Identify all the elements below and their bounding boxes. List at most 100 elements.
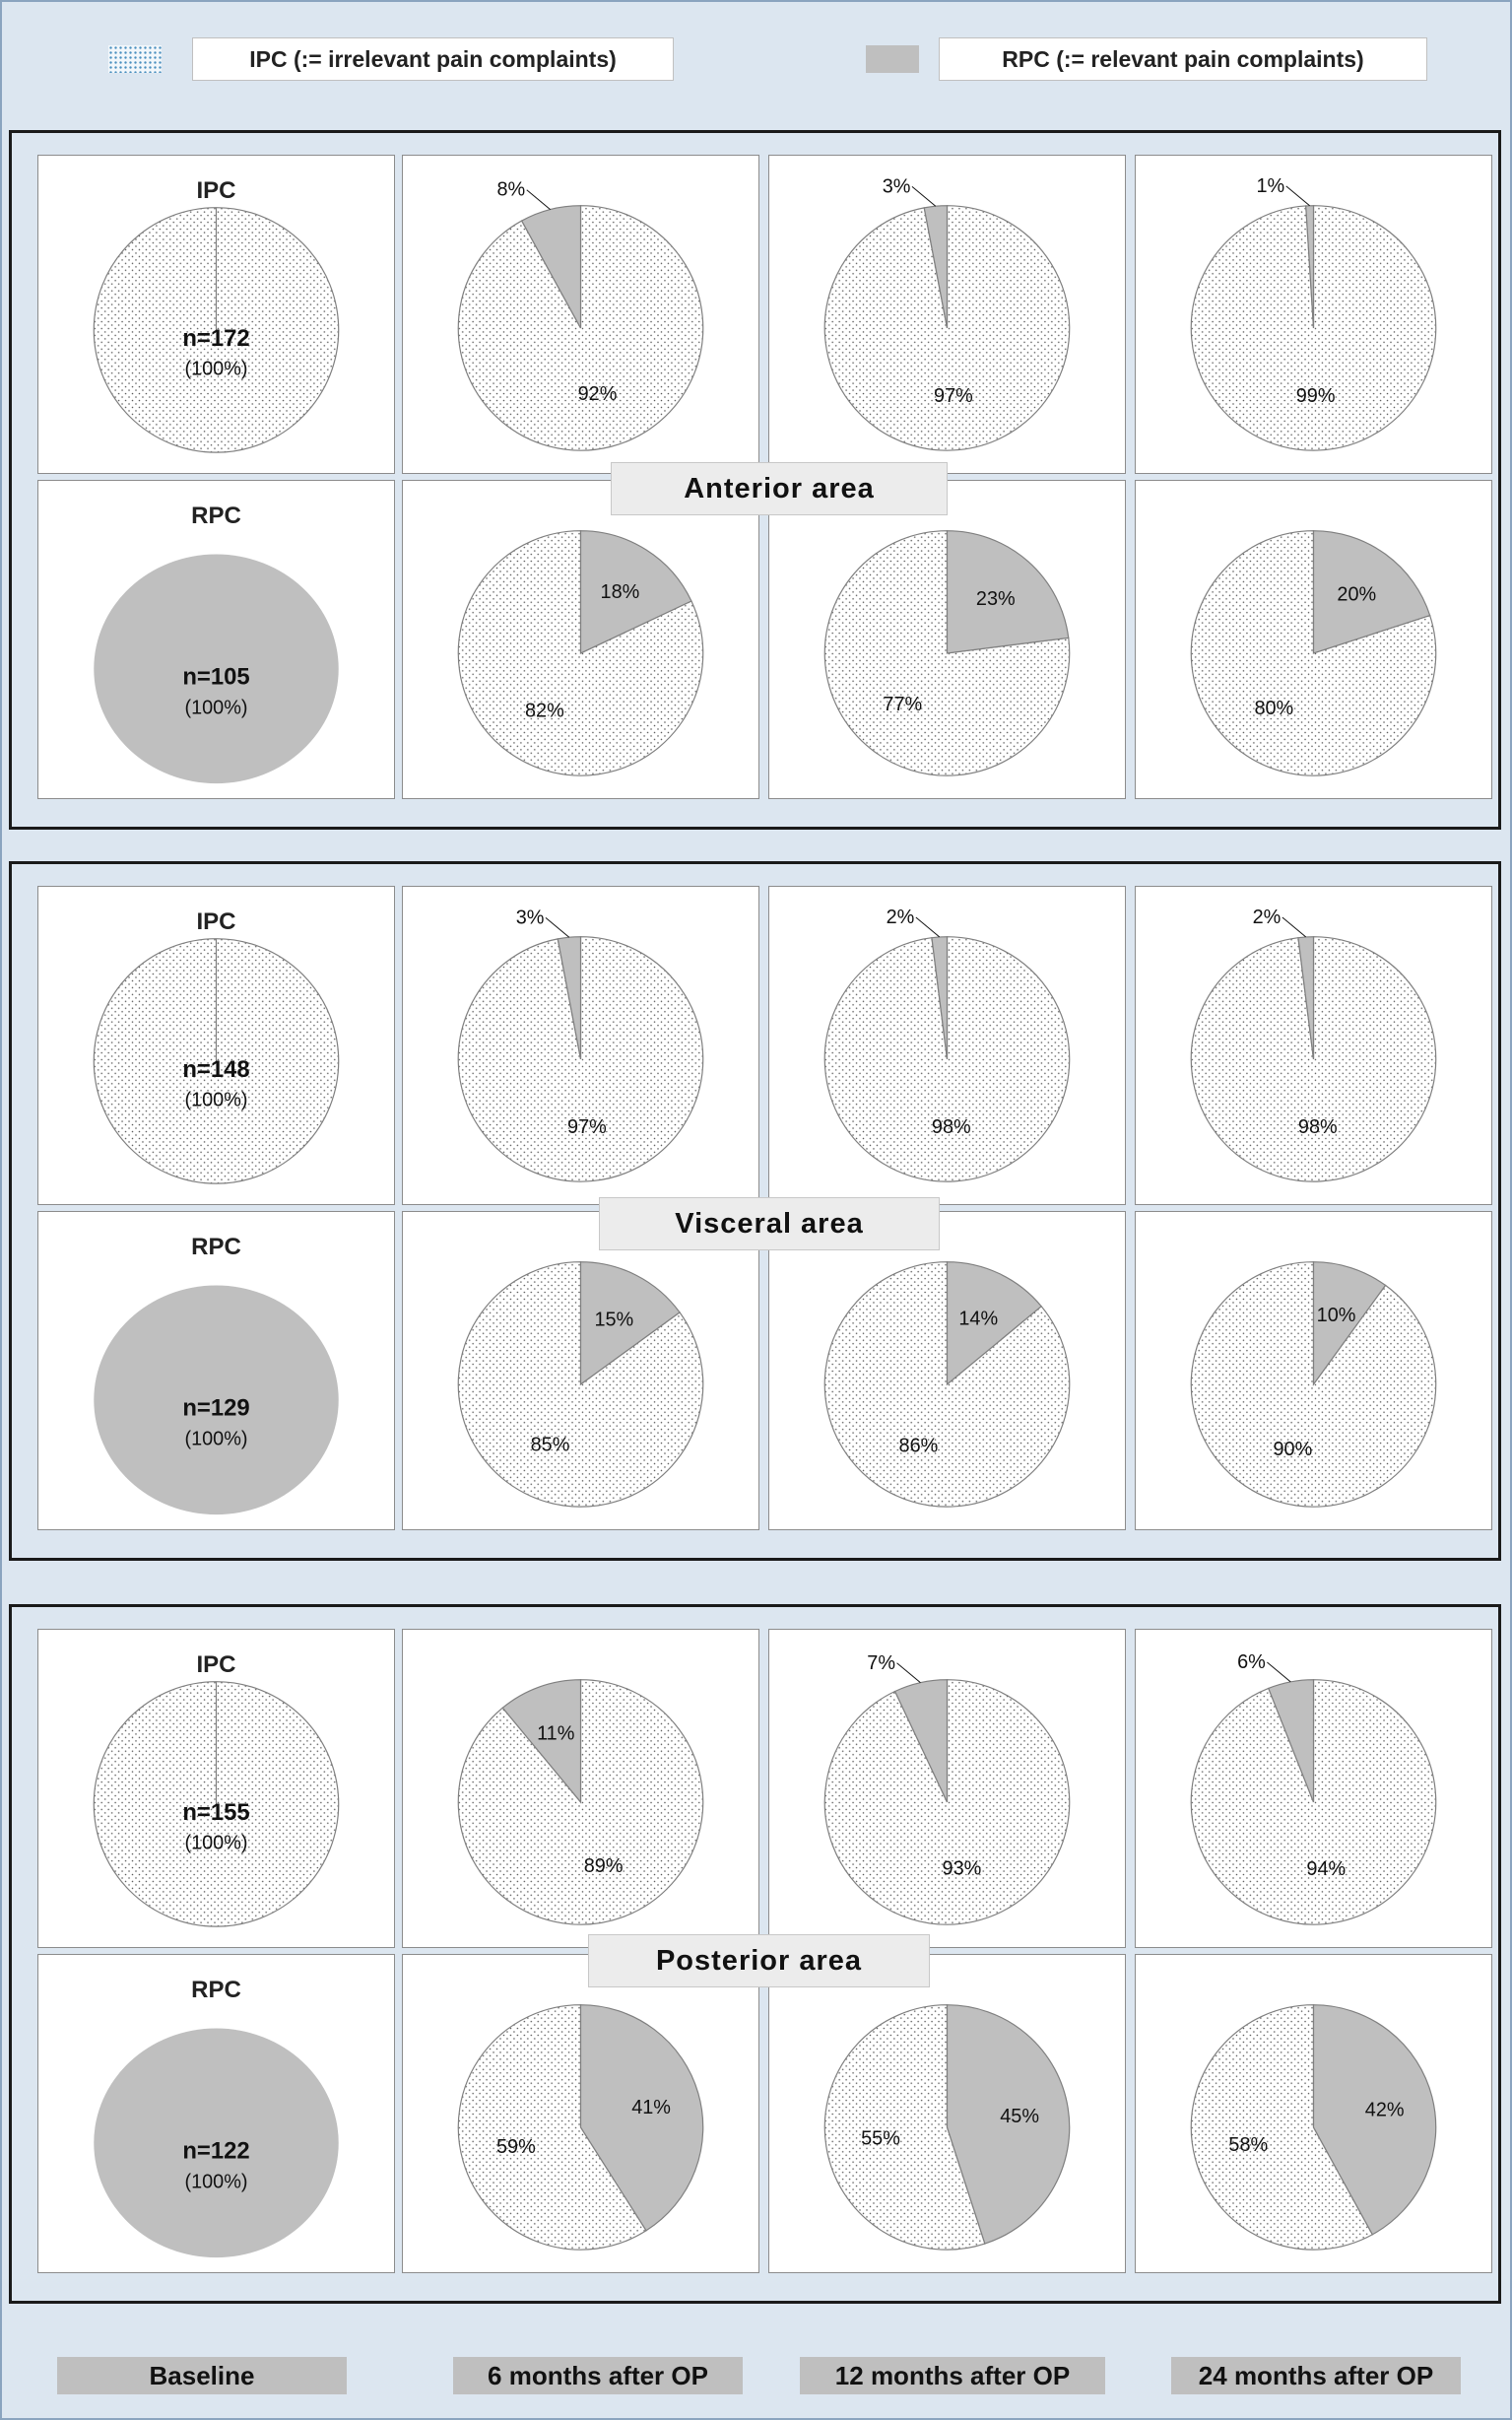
followup-pie-chart: 90% 10% (1190, 1261, 1437, 1508)
baseline-n-label: n=105 (182, 664, 249, 691)
rpc-slice (520, 205, 582, 329)
followup-pie-chart: 97% 3% (457, 907, 704, 1182)
baseline-panel-rpc: RPC n=105 (100%) (37, 480, 395, 799)
baseline-pie-chart: n=172 (100%) (93, 207, 340, 453)
baseline-panel-rpc: RPC n=122 (100%) (37, 1954, 395, 2273)
ipc-percent-label: 80% (1254, 698, 1293, 719)
rpc-percent-label: 23% (976, 588, 1016, 610)
followup-panel-ipc-2: 93% 7% (768, 1629, 1126, 1948)
rpc-percent-label: 7% (867, 1652, 895, 1674)
rpc-slice (579, 2004, 704, 2232)
group-label: RPC (191, 1977, 241, 2003)
baseline-ipc-slice (93, 207, 340, 453)
followup-panel-ipc-1: 97% 3% (402, 886, 759, 1205)
ipc-percent-label: 85% (531, 1435, 570, 1456)
rpc-percent-label: 10% (1317, 1305, 1356, 1326)
rpc-percent-label: 2% (1253, 907, 1282, 928)
followup-pie-chart: 93% 7% (823, 1652, 1071, 1925)
baseline-n-label: n=129 (182, 1395, 249, 1422)
label-leader-line (1282, 916, 1307, 938)
followup-pie-chart: 99% 1% (1190, 175, 1437, 451)
followup-panel-rpc-1: 82% 18% (402, 480, 759, 799)
baseline-panel-ipc: IPC n=148 (100%) (37, 886, 395, 1205)
rpc-percent-label: 1% (1256, 175, 1284, 197)
ipc-percent-label: 97% (934, 385, 973, 407)
followup-panel-ipc-2: 98% 2% (768, 886, 1126, 1205)
ipc-percent-label: 89% (584, 1855, 624, 1877)
group-label: RPC (191, 503, 241, 529)
followup-pie-chart: 98% 2% (823, 907, 1071, 1182)
baseline-panel-ipc: IPC n=155 (100%) (37, 1629, 395, 1948)
followup-pie-chart: 80% 20% (1190, 530, 1437, 776)
ipc-percent-label: 55% (861, 2128, 900, 2150)
followup-pie-chart: 77% 23% (823, 530, 1071, 776)
label-leader-line (545, 916, 570, 938)
followup-pie-chart: 98% 2% (1190, 907, 1437, 1182)
ipc-percent-label: 99% (1296, 385, 1336, 407)
baseline-n-label: n=172 (182, 325, 249, 352)
label-leader-line (1267, 1661, 1291, 1683)
rpc-percent-label: 41% (631, 2097, 671, 2118)
baseline-n-label: n=155 (182, 1799, 249, 1826)
ipc-percent-label: 82% (525, 701, 564, 722)
ipc-percent-label: 58% (1228, 2134, 1268, 2156)
followup-pie-chart: 85% 15% (457, 1261, 704, 1508)
followup-panel-rpc-1: 85% 15% (402, 1211, 759, 1530)
followup-panel-ipc-1: 92% 8% (402, 155, 759, 474)
ipc-percent-label: 77% (883, 694, 922, 715)
followup-panel-ipc-2: 97% 3% (768, 155, 1126, 474)
baseline-pie-chart: n=155 (100%) (93, 1681, 340, 1927)
timepoint-label-baseline: Baseline (57, 2357, 347, 2394)
rpc-slice (579, 530, 692, 654)
rpc-percent-label: 15% (594, 1309, 633, 1330)
ipc-percent-label: 93% (943, 1858, 982, 1880)
followup-panel-rpc-3: 90% 10% (1135, 1211, 1492, 1530)
timepoint-label-6-months: 6 months after OP (453, 2357, 743, 2394)
followup-panel-rpc-3: 58% 42% (1135, 1954, 1492, 2273)
ipc-percent-label: 86% (899, 1436, 939, 1457)
ipc-slice (457, 2004, 647, 2251)
rpc-slice (946, 2004, 1071, 2245)
ipc-percent-label: 97% (567, 1116, 607, 1138)
label-leader-line (915, 916, 941, 938)
followup-panel-ipc-3: 98% 2% (1135, 886, 1492, 1205)
baseline-pie-chart: n=122 (100%) (94, 2028, 339, 2258)
followup-pie-chart: 58% 42% (1190, 2004, 1437, 2251)
followup-panel-rpc-2: 55% 45% (768, 1954, 1126, 2273)
followup-pie-chart: 97% 3% (823, 175, 1071, 451)
rpc-slice (1312, 2004, 1437, 2236)
label-leader-line (911, 185, 937, 207)
rpc-percent-label: 20% (1337, 584, 1376, 606)
rpc-percent-label: 18% (601, 581, 640, 603)
timepoint-label-24-months: 24 months after OP (1171, 2357, 1461, 2394)
followup-panel-rpc-1: 59% 41% (402, 1954, 759, 2273)
baseline-n-label: n=148 (182, 1056, 249, 1083)
followup-panel-ipc-3: 94% 6% (1135, 1629, 1492, 1948)
ipc-legend-label: IPC (:= irrelevant pain complaints) (192, 37, 674, 81)
ipc-slice (1190, 2004, 1374, 2251)
legend: IPC (:= irrelevant pain complaints) RPC … (2, 2, 1510, 128)
ipc-percent-label: 59% (496, 2136, 536, 2158)
baseline-percent-label: (100%) (184, 1429, 247, 1450)
ipc-percent-label: 98% (932, 1116, 971, 1138)
followup-pie-chart: 59% 41% (457, 2004, 704, 2251)
area-title: Anterior area (611, 462, 948, 515)
baseline-rpc-slice (94, 554, 339, 784)
followup-pie-chart: 94% 6% (1190, 1651, 1437, 1925)
rpc-percent-label: 14% (958, 1308, 998, 1329)
timepoint-label-12-months: 12 months after OP (800, 2357, 1105, 2394)
followup-panel-ipc-3: 99% 1% (1135, 155, 1492, 474)
group-label: RPC (191, 1234, 241, 1260)
baseline-pie-chart: n=129 (100%) (94, 1285, 339, 1515)
area-title: Posterior area (588, 1934, 930, 1987)
ipc-slice (823, 2004, 986, 2251)
followup-panel-rpc-3: 80% 20% (1135, 480, 1492, 799)
followup-panel-rpc-2: 86% 14% (768, 1211, 1126, 1530)
baseline-percent-label: (100%) (184, 698, 247, 719)
label-leader-line (1285, 185, 1310, 207)
rpc-percent-label: 3% (883, 175, 911, 197)
group-label: IPC (196, 908, 236, 935)
followup-pie-chart: 89% 11% (457, 1679, 704, 1925)
ipc-legend-swatch (108, 45, 162, 73)
